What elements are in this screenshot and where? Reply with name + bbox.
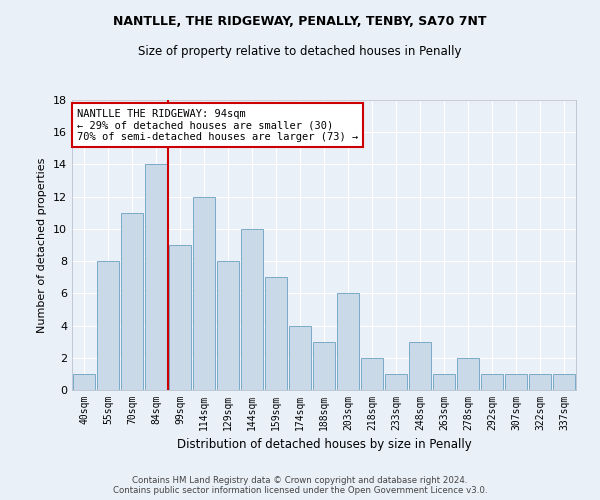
Bar [193,196,215,390]
Bar [145,164,167,390]
Bar [433,374,455,390]
Bar [289,326,311,390]
Bar [97,261,119,390]
Bar [265,277,287,390]
Text: NANTLLE, THE RIDGEWAY, PENALLY, TENBY, SA70 7NT: NANTLLE, THE RIDGEWAY, PENALLY, TENBY, S… [113,15,487,28]
Bar [121,213,143,390]
Bar [481,374,503,390]
Bar [385,374,407,390]
Bar [529,374,551,390]
Text: Size of property relative to detached houses in Penally: Size of property relative to detached ho… [138,45,462,58]
Bar [73,374,95,390]
Bar [217,261,239,390]
Bar [361,358,383,390]
Bar [505,374,527,390]
Bar [409,342,431,390]
X-axis label: Distribution of detached houses by size in Penally: Distribution of detached houses by size … [176,438,472,452]
Text: Contains HM Land Registry data © Crown copyright and database right 2024.
Contai: Contains HM Land Registry data © Crown c… [113,476,487,495]
Bar [241,229,263,390]
Bar [337,294,359,390]
Bar [457,358,479,390]
Bar [169,245,191,390]
Text: NANTLLE THE RIDGEWAY: 94sqm
← 29% of detached houses are smaller (30)
70% of sem: NANTLLE THE RIDGEWAY: 94sqm ← 29% of det… [77,108,358,142]
Bar [313,342,335,390]
Y-axis label: Number of detached properties: Number of detached properties [37,158,47,332]
Bar [553,374,575,390]
